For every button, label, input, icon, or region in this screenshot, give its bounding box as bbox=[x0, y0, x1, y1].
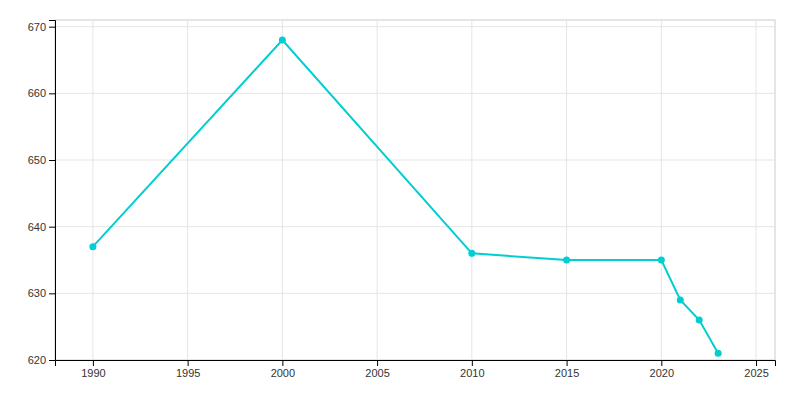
y-grid-line bbox=[55, 160, 775, 161]
point bbox=[677, 297, 684, 304]
y-tick: 620 bbox=[28, 354, 55, 366]
point bbox=[696, 317, 703, 324]
point bbox=[715, 350, 722, 357]
plot-area: 1990 1995 2000 2005 2010 2015 2020 2025 620 630 64… bbox=[28, 20, 776, 379]
y-tick: 650 bbox=[28, 154, 55, 166]
y-grid-line bbox=[55, 26, 775, 27]
x-grid-line bbox=[377, 20, 378, 360]
x-grid-line bbox=[187, 20, 188, 360]
x-grid-line bbox=[92, 20, 93, 360]
x-tick-mark bbox=[93, 360, 94, 366]
x-tick-mark bbox=[282, 360, 283, 366]
x-tick-mark bbox=[188, 360, 189, 366]
y-tick-label: 670 bbox=[28, 21, 46, 33]
y-tick-mark bbox=[49, 293, 55, 294]
x-axis-line bbox=[56, 361, 776, 367]
x-tick: 2025 bbox=[744, 360, 768, 379]
point bbox=[658, 257, 665, 264]
y-tick-label: 660 bbox=[28, 87, 46, 99]
grid bbox=[55, 20, 775, 360]
x-grid-line bbox=[566, 20, 567, 360]
y-axis: 620 630 640 650 660 670 bbox=[28, 21, 56, 367]
x-tick-label: 2020 bbox=[650, 367, 674, 379]
x-tick-mark bbox=[377, 360, 378, 366]
x-tick-label: 2010 bbox=[460, 367, 484, 379]
y-tick-mark bbox=[49, 27, 55, 28]
x-tick: 2005 bbox=[365, 360, 389, 379]
y-tick-label: 640 bbox=[28, 221, 46, 233]
x-tick: 2020 bbox=[650, 360, 674, 379]
y-grid-line bbox=[55, 226, 775, 227]
x-grid-line bbox=[756, 20, 757, 360]
data-layer bbox=[89, 37, 721, 357]
x-grid-line bbox=[282, 20, 283, 360]
x-grid-line bbox=[661, 20, 662, 360]
y-axis-line bbox=[49, 21, 56, 361]
point bbox=[468, 250, 475, 257]
x-grid-line bbox=[471, 20, 472, 360]
x-tick-label: 2000 bbox=[271, 367, 295, 379]
x-tick: 2010 bbox=[460, 360, 484, 379]
x-tick-label: 2005 bbox=[365, 367, 389, 379]
x-tick-label: 2015 bbox=[555, 367, 579, 379]
x-tick: 1990 bbox=[81, 360, 105, 379]
y-tick-mark bbox=[49, 360, 55, 361]
x-tick: 1995 bbox=[176, 360, 200, 379]
y-tick: 640 bbox=[28, 221, 55, 233]
point bbox=[563, 257, 570, 264]
point bbox=[89, 243, 96, 250]
y-grid-line bbox=[55, 93, 775, 94]
y-tick-mark bbox=[49, 227, 55, 228]
x-tick-mark bbox=[472, 360, 473, 366]
x-tick-label: 2025 bbox=[744, 367, 768, 379]
y-tick-mark bbox=[49, 93, 55, 94]
chart-svg: 1990 1995 2000 2005 2010 2015 2020 2025 620 630 64… bbox=[0, 0, 800, 400]
x-tick: 2000 bbox=[271, 360, 295, 379]
y-tick-label: 630 bbox=[28, 287, 46, 299]
x-tick-label: 1995 bbox=[176, 367, 200, 379]
y-tick: 670 bbox=[28, 21, 55, 33]
x-tick-label: 1990 bbox=[81, 367, 105, 379]
y-grid-line bbox=[55, 293, 775, 294]
x-axis: 1990 1995 2000 2005 2010 2015 2020 2025 bbox=[56, 360, 776, 379]
x-tick-mark bbox=[661, 360, 662, 366]
line bbox=[93, 40, 718, 353]
chart-container: 1990 1995 2000 2005 2010 2015 2020 2025 620 630 64… bbox=[0, 0, 800, 400]
point bbox=[279, 37, 286, 44]
y-tick: 630 bbox=[28, 287, 55, 299]
y-tick: 660 bbox=[28, 87, 55, 99]
y-tick-mark bbox=[49, 160, 55, 161]
x-tick: 2015 bbox=[555, 360, 579, 379]
x-tick-mark bbox=[756, 360, 757, 366]
x-tick-mark bbox=[567, 360, 568, 366]
y-tick-label: 620 bbox=[28, 354, 46, 366]
plot-frame bbox=[55, 20, 775, 360]
y-tick-label: 650 bbox=[28, 154, 46, 166]
